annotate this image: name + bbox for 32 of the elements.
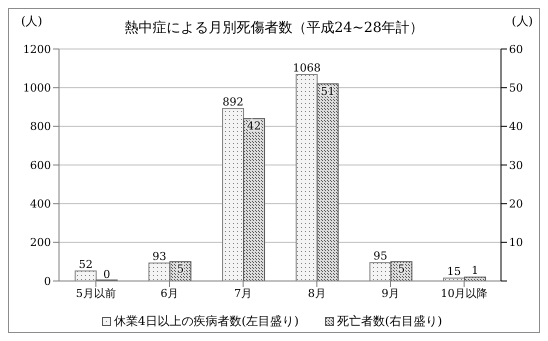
x-tick-label: 6月 (160, 286, 178, 300)
x-tick-label: 8月 (308, 286, 326, 300)
chart-title: 熱中症による月別死傷者数（平成24~28年計） (124, 20, 424, 36)
data-label: 52 (78, 258, 93, 271)
data-label: 1 (472, 264, 479, 278)
y-tick-label: 0 (44, 274, 51, 288)
data-label: 95 (373, 250, 388, 263)
y-tick-label: 400 (30, 198, 51, 211)
y2-tick-label: 10 (509, 236, 523, 250)
y2-tick-label: 20 (509, 198, 523, 211)
y-tick-label: 200 (30, 236, 51, 250)
y-axis-title: (人) (21, 13, 42, 30)
x-tick-label: 5月以前 (76, 286, 116, 300)
y-tick-label: 800 (30, 120, 51, 134)
data-label: 93 (152, 250, 166, 264)
data-label: 1068 (292, 62, 321, 75)
y-tick-label: 600 (30, 158, 51, 172)
y2-tick-label: 30 (509, 158, 523, 172)
data-label: 0 (103, 268, 110, 281)
y-tick-label: 1000 (23, 82, 51, 95)
x-tick-label: 7月 (234, 286, 252, 300)
y2-tick-label: 50 (509, 82, 523, 95)
y2-tick-label: 60 (509, 42, 523, 56)
y2-axis-title: (人) (512, 13, 533, 30)
y-tick-label: 1200 (23, 42, 51, 56)
data-label: 892 (222, 96, 244, 109)
data-label: 15 (447, 265, 462, 278)
legend-label: 死亡者数(右目盛り) (336, 313, 442, 330)
y2-tick-label: 40 (509, 120, 523, 134)
x-tick-label: 10月以降 (440, 286, 488, 300)
x-tick-label: 9月 (382, 286, 400, 300)
legend-label: 休業4日以上の疾病者数(左目盛り) (112, 313, 299, 330)
